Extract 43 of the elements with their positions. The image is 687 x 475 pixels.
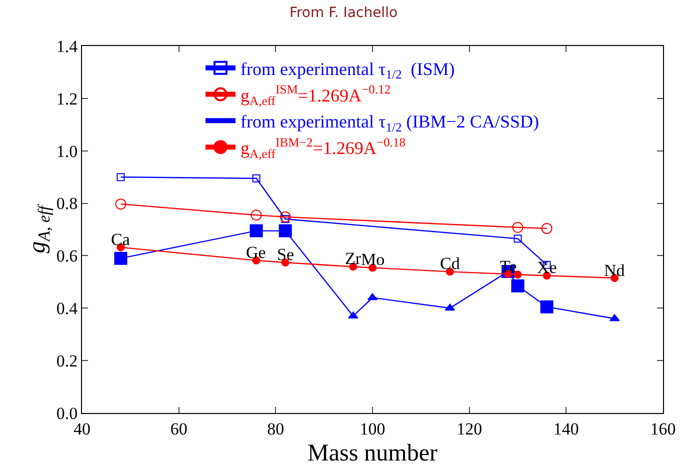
annotation: Cd [440,254,460,273]
annotation: Mo [361,250,385,269]
annotation: Zr [345,249,362,268]
legend-label: from experimental τ$_{1/2}$ (IBM−2 CA/SSD) [240,112,539,134]
legend-label: g$_{A,eff}$$^{ISM}$=1.269A$^{−0.12}$ [240,82,391,108]
point [250,210,262,221]
point [278,224,292,238]
point [115,198,126,210]
y-tick-label: 0.6 [56,246,78,266]
point [348,312,358,319]
x-tick-label: 100 [360,419,386,438]
x-tick-label: 120 [456,419,482,438]
annotation: Ge [246,243,266,262]
x-tick-label: 60 [170,419,188,438]
annotation: Xe [537,258,557,277]
y-tick-label: 0.2 [56,352,78,371]
point [252,174,260,182]
x-tick-label: 140 [553,419,579,438]
legend-label: from experimental τ$_{1/2}$ (ISM) [240,58,455,82]
x-axis-title: Mass number [308,440,438,467]
annotation: Ca [111,230,130,249]
y-tick-label: 0.4 [56,299,78,318]
point [116,173,125,182]
point [114,252,128,265]
y-tick-label: 1.4 [56,36,78,56]
point [540,300,554,314]
point [280,211,291,222]
annotation: Se [277,245,294,264]
y-tick-label: 1.0 [56,142,78,161]
legend-label: g$_{A,eff}$$^{IBM−2}$=1.269A$^{−0.18}$ [240,136,406,161]
point [541,222,552,234]
point [514,270,522,279]
x-tick-label: 80 [267,419,284,438]
point [514,234,522,243]
point [512,222,524,233]
x-tick-label: 160 [650,419,676,438]
point [511,279,524,292]
y-tick-label: 0.8 [56,194,78,214]
chart-title: From F. Iachello [289,4,398,21]
annotation: Nd [604,261,626,280]
y-tick-label: 1.2 [56,89,78,108]
point [250,224,263,238]
point [281,215,290,224]
